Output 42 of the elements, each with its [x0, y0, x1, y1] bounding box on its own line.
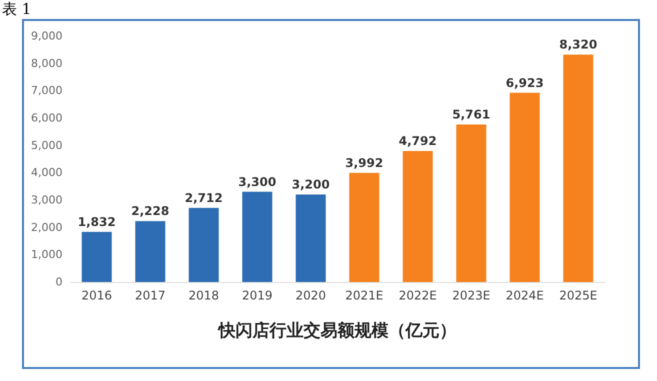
y-tick-label: 4,000 [31, 166, 62, 180]
bar [563, 54, 594, 282]
y-tick-label: 9,000 [31, 30, 62, 42]
bar [349, 172, 380, 282]
data-label: 1,832 [78, 214, 116, 229]
text: 快闪店行业交易额规模（亿元） [218, 321, 456, 341]
x-tick-label: 2024E [506, 288, 544, 302]
y-tick-label: 1,000 [31, 248, 62, 262]
y-tick-label: 5,000 [31, 138, 62, 152]
x-tick-label: 2018 [188, 288, 220, 302]
x-tick-label: 2021E [345, 288, 384, 302]
data-label: 3,300 [238, 174, 276, 189]
x-tick-label: 2020 [295, 288, 326, 302]
data-label: 2,228 [131, 204, 170, 218]
bar [296, 194, 326, 282]
bar [82, 232, 112, 282]
bar [188, 208, 219, 282]
x-tick-label: 2022E [398, 288, 437, 302]
data-label: 6,923 [506, 76, 544, 90]
bar [135, 221, 166, 282]
x-tick-label: 2023E [452, 288, 490, 302]
data-label: 4,792 [398, 134, 437, 148]
data-label: 2,712 [184, 190, 223, 205]
y-tick-label: 0 [56, 276, 62, 288]
bar [456, 124, 486, 282]
bar [402, 151, 433, 282]
data-label: 5,761 [452, 108, 490, 122]
x-tick-label: 2017 [134, 288, 166, 302]
text: 表 1 [2, 0, 32, 19]
data-label: 3,992 [345, 156, 384, 170]
y-tick-label: 8,000 [31, 56, 62, 70]
data-label: 3,200 [292, 178, 330, 192]
bar [242, 192, 272, 282]
x-tick-label: 2019 [242, 288, 273, 302]
y-tick-label: 6,000 [31, 112, 62, 124]
bar [510, 92, 540, 282]
y-tick-label: 2,000 [31, 220, 62, 234]
x-tick-label: 2025E [559, 288, 598, 302]
x-tick-label: 2016 [81, 288, 112, 302]
y-tick-label: 3,000 [31, 194, 62, 206]
y-tick-label: 7,000 [31, 84, 62, 98]
data-label: 8,320 [559, 38, 598, 52]
